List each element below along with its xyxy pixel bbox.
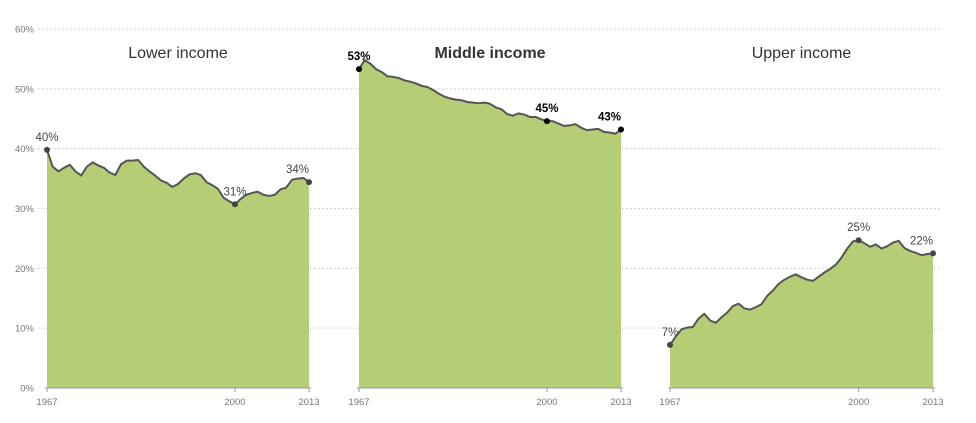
data-point [356, 66, 362, 73]
y-tick-label: 50% [15, 84, 35, 95]
data-point [930, 250, 936, 257]
y-tick-label: 10% [15, 324, 35, 335]
x-tick-label: 1967 [659, 397, 680, 408]
x-tick-label: 2013 [298, 397, 319, 408]
y-tick-label: 60% [15, 25, 35, 36]
data-point [231, 201, 238, 208]
data-label: 7% [662, 327, 679, 339]
y-tick-label: 0% [20, 384, 34, 395]
y-tick-label: 20% [15, 264, 35, 275]
x-tick-label: 2000 [224, 397, 245, 408]
area-fill [359, 60, 621, 389]
y-tick-label: 40% [15, 144, 35, 155]
data-point [618, 126, 624, 133]
series-line [669, 239, 934, 346]
data-point [667, 341, 673, 348]
panel-middle-income: 1967 2000 2013 Middle income 53% 45% 43% [347, 45, 631, 408]
data-label: 22% [910, 235, 933, 247]
data-point [306, 179, 312, 186]
x-tick-label: 2013 [922, 397, 943, 408]
data-label: 45% [535, 103, 558, 115]
x-tick-label: 2013 [610, 397, 631, 408]
data-label: 25% [847, 222, 870, 234]
series-line [358, 59, 622, 135]
panel-title: Upper income [752, 45, 852, 62]
panel-title: Lower income [128, 45, 228, 62]
panel-lower-income: 1967 2000 2013 Lower income 40% 31% 34% [35, 45, 319, 408]
data-point [543, 118, 550, 125]
x-tick-label: 2000 [848, 397, 869, 408]
data-label: 31% [223, 186, 246, 198]
panel-title: Middle income [434, 45, 545, 62]
data-label: 43% [598, 112, 621, 124]
data-label: 40% [35, 132, 58, 144]
series-line [46, 149, 310, 206]
y-tick-label: 30% [15, 204, 35, 215]
data-label: 53% [347, 51, 370, 63]
area-fill [670, 240, 933, 388]
x-tick-label: 1967 [348, 397, 369, 408]
panel-upper-income: 1967 2000 2013 Upper income 7% 25% 22% [659, 45, 943, 408]
x-tick-label: 2000 [536, 397, 557, 408]
data-point [855, 237, 862, 244]
x-tick-label: 1967 [36, 397, 57, 408]
data-label: 34% [286, 164, 309, 176]
area-fill [47, 149, 309, 388]
data-point [44, 146, 50, 153]
